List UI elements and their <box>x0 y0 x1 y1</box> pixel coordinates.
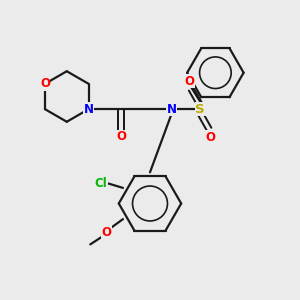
Text: O: O <box>116 130 126 143</box>
Text: O: O <box>185 75 195 88</box>
Text: Cl: Cl <box>94 177 107 190</box>
Text: N: N <box>167 103 177 116</box>
Text: O: O <box>102 226 112 239</box>
Text: O: O <box>206 130 215 144</box>
Text: O: O <box>40 77 50 90</box>
Text: S: S <box>195 103 205 116</box>
Text: N: N <box>84 103 94 116</box>
